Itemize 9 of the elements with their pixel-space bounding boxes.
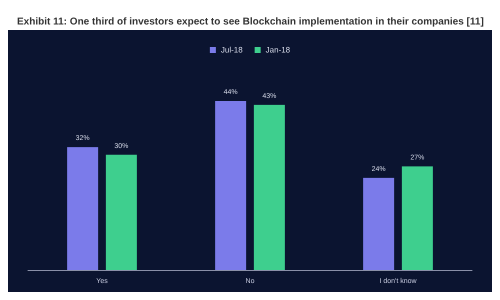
legend-label: Jan-18	[266, 46, 291, 54]
legend-label: Jul-18	[220, 46, 244, 54]
bar	[254, 104, 285, 270]
bar	[402, 166, 433, 270]
bar	[215, 101, 246, 270]
chart-title: Exhibit 11: One third of investors expect to see Blockchain implementation in their companies [11]	[17, 16, 484, 28]
bar	[67, 147, 98, 270]
bar	[363, 178, 394, 270]
bar	[106, 154, 137, 270]
